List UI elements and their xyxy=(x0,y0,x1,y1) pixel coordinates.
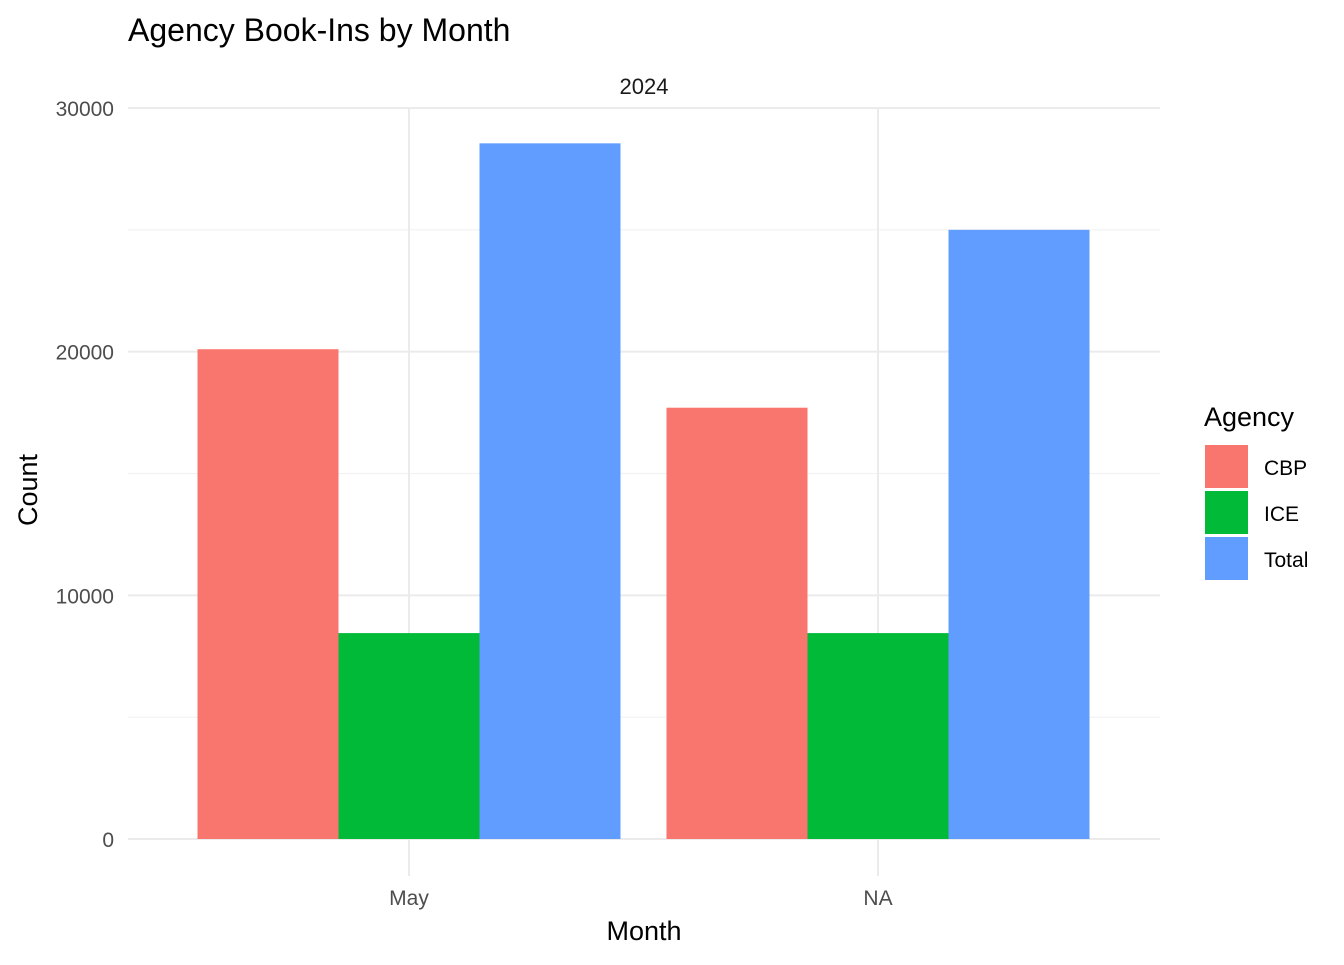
legend-key-ice xyxy=(1205,491,1248,534)
facet-strip-label: 2024 xyxy=(620,74,669,99)
y-tick-label: 10000 xyxy=(56,585,114,608)
bars xyxy=(197,143,1090,840)
x-tick-label: May xyxy=(389,887,429,910)
y-axis-title: Count xyxy=(13,453,43,526)
legend-label-total: Total xyxy=(1264,549,1308,572)
y-axis-ticks: 0 10000 20000 30000 xyxy=(56,98,114,852)
chart-title: Agency Book-Ins by Month xyxy=(128,12,510,48)
bar-cbp-may xyxy=(197,349,339,839)
y-tick-label: 0 xyxy=(102,829,114,852)
bar-ice-na xyxy=(807,633,949,839)
legend-title: Agency xyxy=(1204,402,1295,432)
legend-key-total xyxy=(1205,537,1248,580)
y-tick-label: 20000 xyxy=(56,342,114,365)
legend-key-cbp xyxy=(1205,445,1248,488)
bar-total-may xyxy=(479,143,621,839)
bar-cbp-na xyxy=(666,407,808,839)
legend: Agency CBP ICE Total xyxy=(1204,402,1308,580)
bar-total-na xyxy=(948,229,1090,840)
x-axis-ticks: May NA xyxy=(389,887,892,910)
x-axis-title: Month xyxy=(606,916,681,946)
y-tick-label: 30000 xyxy=(56,98,114,121)
legend-label-ice: ICE xyxy=(1264,503,1299,526)
legend-label-cbp: CBP xyxy=(1264,457,1307,480)
x-tick-label: NA xyxy=(863,887,892,910)
bar-ice-may xyxy=(338,633,480,839)
